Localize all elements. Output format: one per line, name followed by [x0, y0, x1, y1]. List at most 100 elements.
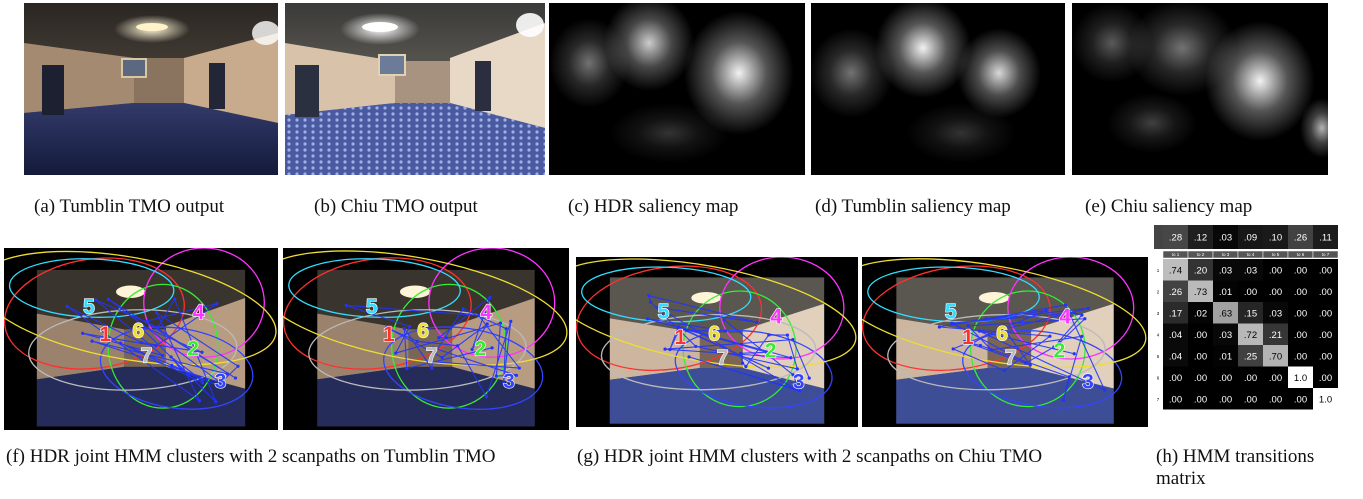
fixation-point	[485, 322, 489, 326]
cluster-ellipse-7	[28, 309, 238, 391]
matrix-value: .00	[1244, 394, 1257, 405]
matrix-cell	[1163, 366, 1188, 388]
matrix-cell	[1238, 259, 1263, 281]
matrix-cell	[1263, 302, 1288, 324]
tumblin-saliency-map	[811, 3, 1065, 175]
row-header: 7	[1157, 397, 1160, 402]
matrix-value: .03	[1269, 308, 1282, 319]
matrix-cell	[1238, 302, 1263, 324]
matrix-cell	[1163, 280, 1188, 302]
fixation-point	[415, 339, 419, 343]
fixation-point	[793, 387, 798, 391]
column-header: to 4	[1247, 252, 1255, 257]
matrix-value: .01	[1219, 351, 1232, 362]
cluster-ellipse-4	[428, 248, 556, 358]
column-header: to 7	[1322, 252, 1330, 257]
prior-value: .03	[1219, 233, 1232, 244]
cluster-label-7: 7	[426, 345, 438, 368]
scanpath-line	[346, 295, 521, 399]
cluster-label-4: 4	[1059, 306, 1071, 329]
chiu-tmo-image	[285, 3, 545, 175]
matrix-cell	[1238, 366, 1263, 388]
fixation-point	[170, 363, 174, 367]
matrix-cell	[1263, 280, 1288, 302]
fixation-point	[645, 317, 650, 321]
matrix-cell	[1163, 302, 1188, 324]
fixation-point	[648, 300, 653, 304]
column-header: to 6	[1297, 252, 1305, 257]
fixation-point	[962, 339, 967, 344]
matrix-value: .01	[1219, 287, 1232, 298]
fixation-point	[1002, 369, 1007, 373]
matrix-cell	[1213, 259, 1238, 281]
caption-e: (e) Chiu saliency map	[1085, 196, 1253, 217]
matrix-cell	[1288, 323, 1313, 345]
fixation-point	[456, 344, 460, 348]
fixation-point	[118, 341, 123, 345]
matrix-cell	[1163, 388, 1188, 410]
fixation-point	[200, 350, 204, 354]
cluster-label-2: 2	[765, 340, 777, 363]
fixation-point	[214, 400, 218, 404]
matrix-value: .00	[1194, 330, 1207, 341]
fixation-point	[428, 359, 432, 364]
cluster-label-1: 1	[383, 323, 395, 346]
fixation-point	[1072, 311, 1076, 315]
matrix-value: .00	[1244, 373, 1257, 384]
matrix-value: 1.0	[1294, 373, 1307, 384]
matrix-value: .00	[1319, 308, 1332, 319]
fixation-point	[687, 355, 691, 359]
fixation-point	[1083, 317, 1087, 321]
fixation-point	[1024, 361, 1028, 365]
cluster-label-1: 1	[962, 326, 974, 349]
fixation-point	[488, 295, 492, 300]
fixation-point	[65, 304, 69, 309]
matrix-cell	[1288, 280, 1313, 302]
fixation-point	[765, 350, 769, 354]
matrix-value: .25	[1244, 351, 1257, 362]
row-header: 4	[1157, 332, 1160, 337]
caption-d: (d) Tumblin saliency map	[815, 196, 1011, 217]
matrix-value: .00	[1269, 287, 1282, 298]
matrix-value: .15	[1244, 308, 1257, 319]
caption-c: (c) HDR saliency map	[568, 196, 739, 217]
matrix-value: .04	[1169, 351, 1182, 362]
fixation-point	[951, 347, 955, 351]
caption-h: (h) HMM transitions matrix	[1156, 446, 1315, 489]
fixation-point	[504, 327, 508, 331]
cluster-ellipse-2	[391, 283, 507, 409]
matrix-value: .72	[1244, 330, 1257, 341]
matrix-cell	[1238, 345, 1263, 367]
matrix-value: .03	[1244, 265, 1257, 276]
cluster-label-6: 6	[996, 323, 1008, 346]
matrix-cell	[1288, 345, 1313, 367]
fixation-point	[90, 339, 94, 343]
matrix-value: .03	[1219, 265, 1232, 276]
fixation-point	[144, 319, 148, 323]
fixation-point	[394, 351, 398, 355]
cluster-label-1: 1	[674, 326, 686, 349]
cluster-label-6: 6	[708, 323, 720, 346]
matrix-cell	[1263, 345, 1288, 367]
fixation-point	[767, 333, 771, 337]
matrix-cell	[1213, 323, 1238, 345]
matrix-cell	[1188, 280, 1213, 302]
scanpath-line	[939, 304, 1106, 401]
fixation-point	[1086, 306, 1090, 310]
fixation-point	[1063, 303, 1068, 307]
matrix-cell	[1213, 366, 1238, 388]
fixation-point	[1080, 334, 1084, 338]
scanpath-line	[647, 294, 810, 392]
cluster-ellipse-6	[576, 258, 857, 368]
fixation-point	[791, 373, 795, 377]
matrix-value: .00	[1294, 308, 1307, 319]
prior-row-header	[1154, 225, 1163, 249]
matrix-value: .04	[1169, 330, 1182, 341]
fixation-point	[984, 317, 988, 321]
hmm-transition-matrix: .28 .12 .03 .09 .10 .26 .11 to 1 to 2 to 3 to 4 to …	[1151, 222, 1361, 427]
fixation-point	[154, 344, 158, 348]
matrix-cell	[1238, 388, 1263, 410]
prior-value: .28	[1169, 233, 1182, 244]
fixation-point	[684, 328, 689, 333]
